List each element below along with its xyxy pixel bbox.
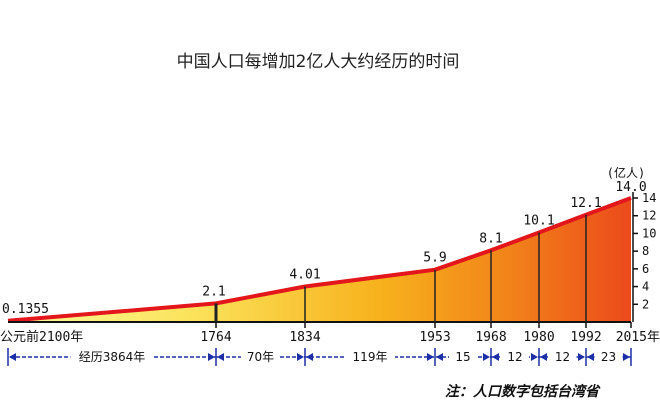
y-tick-label: 14 (642, 191, 656, 205)
duration-label-bg (548, 349, 577, 365)
arrow-left (492, 353, 499, 361)
year-label: 公元前2100年 (0, 329, 83, 345)
chart-title: 中国人口每增加2亿人大约经历的时间 (177, 52, 460, 72)
year-label: 1980 (523, 330, 554, 345)
duration-label: 119年 (353, 350, 388, 364)
arrow-right (208, 353, 215, 361)
y-tick-label: 4 (642, 280, 649, 294)
arrow-left (9, 353, 16, 361)
population-area (8, 198, 631, 322)
duration-label-bg (449, 349, 477, 365)
year-label: 1968 (475, 330, 506, 345)
duration-label: 70年 (247, 350, 274, 364)
y-tick-label: 2 (642, 297, 649, 311)
year-label: 2015年 (616, 330, 660, 345)
year-label: 1834 (289, 330, 320, 345)
value-label: 5.9 (423, 251, 446, 266)
duration-label: 23 (601, 350, 616, 364)
arrow-right (623, 353, 630, 361)
arrow-right (531, 353, 538, 361)
duration-label-bg (70, 349, 154, 365)
arrow-right (427, 353, 434, 361)
duration-label: 15 (455, 350, 470, 364)
area-layer (7, 196, 632, 323)
year-label: 1953 (419, 330, 450, 345)
value-label: 2.1 (202, 284, 225, 299)
population-line (7, 196, 632, 323)
value-label: 14.0 (615, 180, 646, 195)
marks-layer: 0.1355 公元前2100年 2.1 1764 4.01 1834 5.9 1953 8.1 1… (0, 180, 660, 345)
arrow-left (587, 353, 594, 361)
duration-bar: 经历3864年 70年 119年 15 12 12 23 (7, 348, 632, 366)
duration-label: 经历3864年 (79, 350, 146, 364)
y-axis-unit: (亿人) (607, 165, 645, 180)
value-label: 12.1 (570, 196, 601, 211)
duration-label-bg (594, 349, 623, 365)
arrow-right (578, 353, 585, 361)
value-label: 4.01 (289, 267, 320, 282)
arrow-right (297, 353, 304, 361)
arrow-left (306, 353, 313, 361)
arrow-left (436, 353, 443, 361)
duration-label-bg (345, 349, 395, 365)
year-label: 1764 (200, 330, 231, 345)
duration-label: 12 (507, 350, 522, 364)
y-tick-label: 8 (642, 244, 649, 258)
footnote: 注：人口数字包括台湾省 (445, 383, 601, 400)
duration-label-bg (501, 349, 529, 365)
arrow-right (483, 353, 490, 361)
y-tick-label: 12 (642, 209, 656, 223)
arrow-left (540, 353, 547, 361)
duration-label-bg (241, 349, 280, 365)
value-label: 10.1 (523, 214, 554, 229)
value-label: 8.1 (479, 231, 502, 246)
y-axis: 2 4 6 8 10 12 14 (632, 191, 656, 322)
y-tick-label: 6 (642, 262, 649, 276)
year-label: 1992 (570, 330, 601, 345)
y-tick-label: 10 (642, 226, 656, 240)
arrow-left (217, 353, 224, 361)
duration-label: 12 (555, 350, 570, 364)
value-label: 0.1355 (2, 302, 49, 317)
